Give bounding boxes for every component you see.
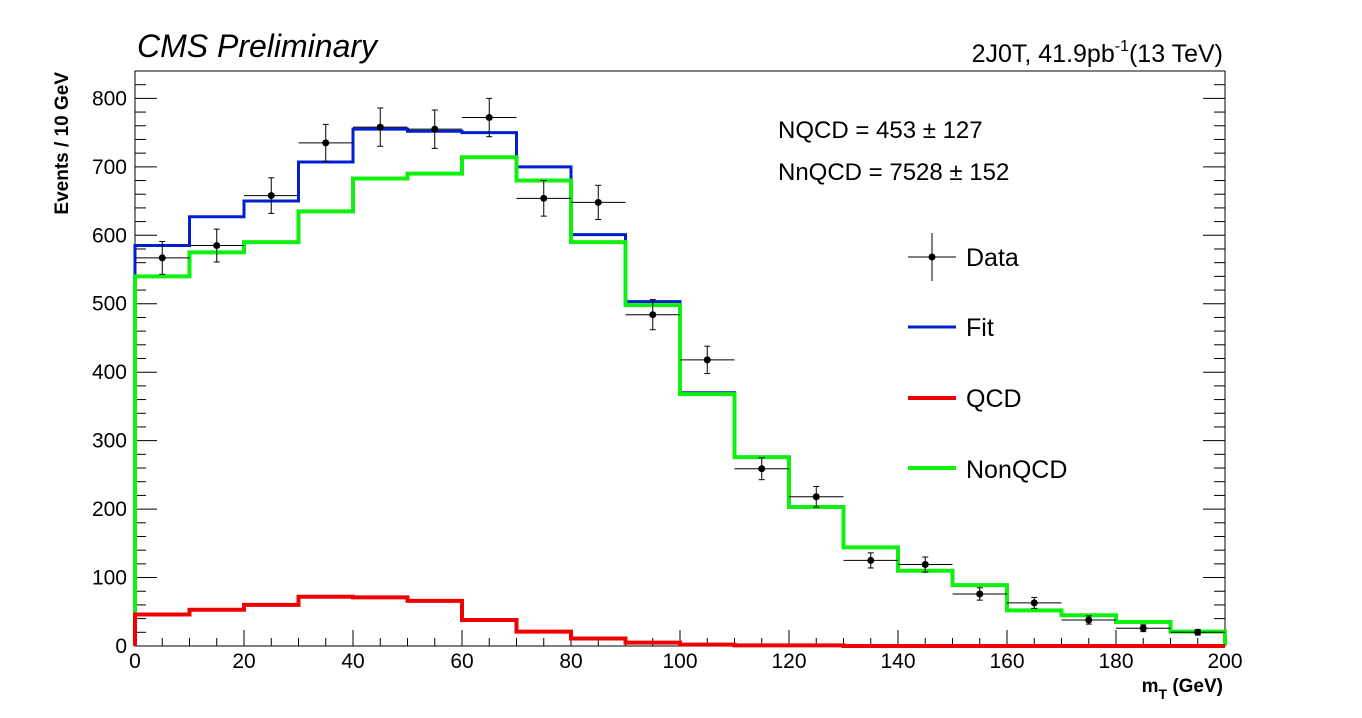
legend-item-fit: Fit	[908, 314, 994, 342]
data-marker	[921, 561, 929, 569]
data-point	[843, 552, 898, 569]
data-point	[898, 556, 953, 573]
data-marker	[431, 125, 439, 133]
data-point	[1170, 628, 1225, 636]
data-points	[135, 97, 1225, 636]
data-marker	[758, 465, 766, 473]
x-tick-label: 80	[559, 650, 582, 673]
legend-label-fit: Fit	[966, 314, 994, 342]
x-tick-label: 180	[1098, 650, 1133, 673]
x-axis-label-unit: (GeV)	[1167, 676, 1223, 697]
region-label: 2J0T, 41.9pb	[972, 40, 1115, 68]
nqcd-result: NQCD = 453 ± 127	[778, 117, 983, 144]
nnqcd-result: NnQCD = 7528 ± 152	[778, 159, 1009, 186]
data-point	[734, 457, 789, 481]
data-marker	[267, 192, 275, 200]
x-tick-label: 120	[771, 650, 806, 673]
data-marker	[158, 254, 166, 262]
data-marker	[1194, 628, 1202, 636]
data-marker	[649, 311, 657, 319]
data-point	[571, 184, 626, 221]
data-point	[680, 345, 735, 375]
data-marker	[1139, 624, 1147, 632]
x-axis-label: mT (GeV)	[1142, 676, 1223, 702]
lumi-superscript: -1	[1115, 38, 1129, 55]
legend-label-nonqcd: NonQCD	[966, 456, 1067, 484]
chart-title: CMS Preliminary	[137, 28, 379, 64]
data-marker	[812, 493, 820, 501]
nonqcd-histogram	[133, 155, 1227, 646]
y-tick-label: 200	[92, 498, 127, 521]
y-tick-label: 800	[92, 87, 127, 110]
x-axis: 0 20 40 60 80 100 120 140 160 180 200	[129, 630, 1243, 673]
y-tick-label: 300	[92, 430, 127, 453]
data-marker	[376, 123, 384, 131]
data-marker	[594, 198, 602, 206]
x-tick-label: 60	[450, 650, 473, 673]
data-point	[189, 228, 244, 263]
data-point	[1061, 615, 1116, 625]
x-tick-label: 20	[232, 650, 255, 673]
qcd-histogram	[133, 594, 1225, 648]
data-point	[1007, 596, 1062, 609]
y-tick-label: 500	[92, 293, 127, 316]
data-point	[244, 177, 299, 214]
y-tick-label: 400	[92, 361, 127, 384]
data-point	[353, 107, 408, 147]
data-marker	[322, 139, 330, 147]
y-tick-label: 100	[92, 567, 127, 590]
y-axis-label: Events / 10 GeV	[52, 72, 73, 215]
data-point	[625, 299, 680, 331]
series-layer	[133, 127, 1227, 648]
data-marker	[1030, 599, 1038, 607]
x-axis-label-sub: T	[1158, 686, 1167, 702]
y-tick-label: 600	[92, 224, 127, 247]
x-tick-label: 140	[880, 650, 915, 673]
chart-subtitle: 2J0T, 41.9pb-1(13 TeV)	[972, 38, 1223, 68]
data-point	[407, 109, 462, 149]
x-tick-label: 200	[1207, 650, 1242, 673]
data-point	[789, 486, 844, 508]
legend-item-qcd: QCD	[908, 385, 1022, 413]
y-axis: 0 100 200 300 400 500 600 700 800	[92, 70, 1225, 658]
x-axis-label-main: m	[1142, 676, 1159, 697]
data-point	[516, 180, 571, 217]
x-tick-label: 40	[341, 650, 364, 673]
data-point	[298, 123, 353, 162]
x-tick-label: 100	[662, 650, 697, 673]
x-tick-label: 0	[129, 650, 141, 673]
data-marker	[976, 590, 984, 598]
legend-label-qcd: QCD	[966, 385, 1022, 413]
legend-item-nonqcd: NonQCD	[908, 456, 1067, 484]
data-marker	[867, 556, 875, 564]
data-marker	[540, 194, 548, 202]
data-marker	[213, 242, 221, 250]
y-tick-label: 700	[92, 156, 127, 179]
data-point	[952, 587, 1007, 601]
energy-label: (13 TeV)	[1129, 40, 1223, 68]
data-point	[462, 97, 517, 138]
data-point	[135, 240, 190, 275]
x-tick-label: 160	[989, 650, 1024, 673]
legend-label-data: Data	[966, 244, 1019, 272]
legend-data-marker	[928, 253, 936, 261]
legend: Data Fit QCD NonQCD	[908, 233, 1067, 484]
y-tick-label: 0	[115, 635, 127, 658]
data-marker	[485, 114, 493, 122]
legend-item-data: Data	[908, 233, 1019, 281]
data-marker	[703, 356, 711, 364]
data-point	[1116, 624, 1171, 633]
data-marker	[1085, 616, 1093, 624]
